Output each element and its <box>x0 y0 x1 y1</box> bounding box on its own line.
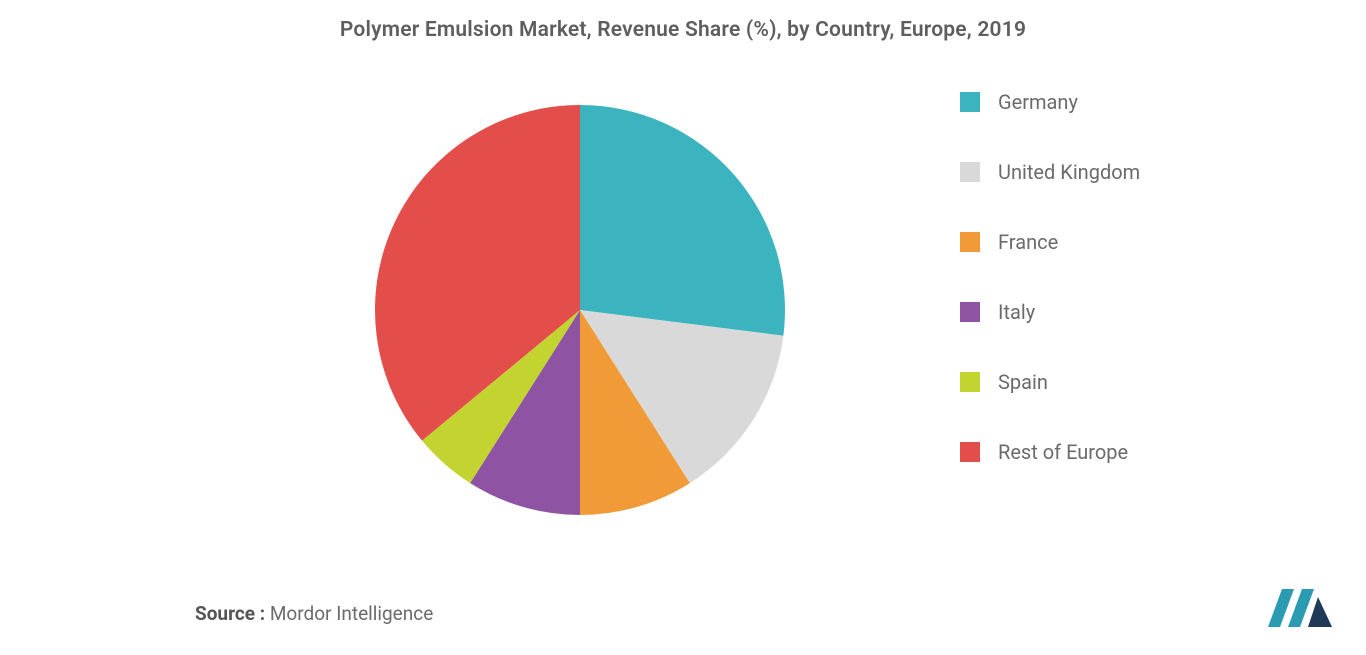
legend-swatch <box>960 302 980 322</box>
legend-swatch <box>960 162 980 182</box>
legend-item: Italy <box>960 300 1260 324</box>
legend-item: Germany <box>960 90 1260 114</box>
legend-item: Rest of Europe <box>960 440 1260 464</box>
legend-label: Spain <box>998 370 1048 394</box>
source-line: Source : Mordor Intelligence <box>195 602 433 625</box>
legend-label: Germany <box>998 90 1078 114</box>
chart-title: Polymer Emulsion Market, Revenue Share (… <box>0 18 1366 42</box>
pie-chart <box>370 100 790 520</box>
legend-item: Spain <box>960 370 1260 394</box>
source-label: Source : <box>195 602 265 625</box>
pie-slice <box>580 105 785 336</box>
legend-swatch <box>960 372 980 392</box>
legend-label: United Kingdom <box>998 160 1140 184</box>
chart-area: Germany United Kingdom France Italy Spain Res… <box>0 80 1366 560</box>
legend-swatch <box>960 442 980 462</box>
legend-label: Rest of Europe <box>998 440 1128 464</box>
legend-item: France <box>960 230 1260 254</box>
source-value: Mordor Intelligence <box>270 602 433 625</box>
logo-shape <box>1308 597 1332 627</box>
legend-item: United Kingdom <box>960 160 1260 184</box>
logo-shape <box>1268 589 1294 627</box>
legend-swatch <box>960 92 980 112</box>
legend-label: France <box>998 230 1058 254</box>
legend: Germany United Kingdom France Italy Spain Res… <box>960 90 1260 510</box>
legend-swatch <box>960 232 980 252</box>
legend-label: Italy <box>998 300 1035 324</box>
brand-logo <box>1264 587 1336 631</box>
